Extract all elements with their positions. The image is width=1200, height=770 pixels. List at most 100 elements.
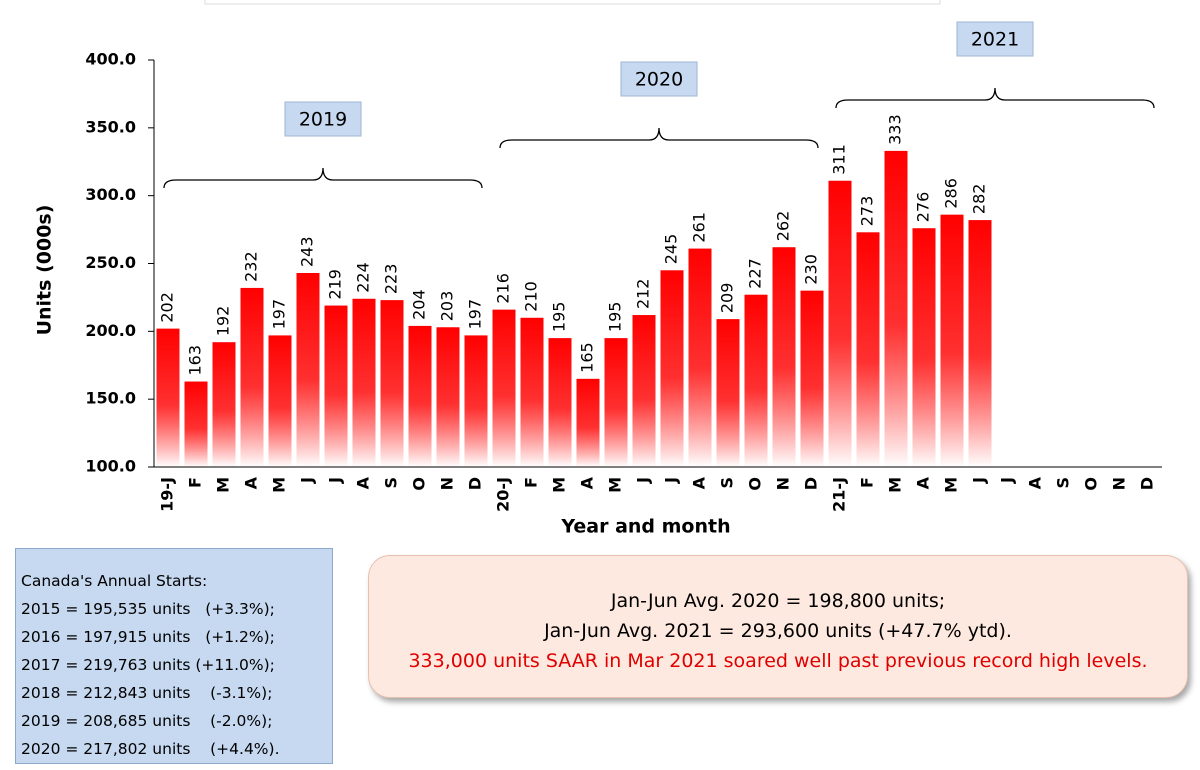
value-label: 311: [830, 144, 849, 175]
x-tick-label: M: [886, 477, 905, 493]
box-line: 2015 = 195,535 units (+3.3%);: [21, 600, 275, 618]
bar: [884, 150, 908, 467]
bar: [744, 294, 768, 467]
value-label: 243: [298, 236, 317, 267]
x-tick-label: M: [942, 477, 961, 493]
x-tick-label: M: [214, 477, 233, 493]
bar: [800, 290, 824, 467]
value-label: 210: [522, 281, 541, 312]
bar: [520, 317, 544, 467]
brace: [835, 87, 1155, 109]
bar: [352, 298, 376, 467]
group-label-box: [956, 21, 1034, 57]
x-tick-label: N: [774, 477, 793, 490]
x-tick-label: M: [606, 477, 625, 493]
x-tick-label: D: [802, 477, 821, 490]
x-tick-label: O: [410, 477, 429, 491]
box-line: 2017 = 219,763 units (+11.0%);: [21, 656, 275, 674]
x-tick-label: O: [1082, 477, 1101, 491]
x-tick-label: O: [746, 477, 765, 491]
value-label: 209: [718, 283, 737, 314]
value-label: 204: [410, 289, 429, 320]
value-label: 223: [382, 264, 401, 295]
chart: Units (000s) Year and month 100.0 150.0 20…: [34, 0, 1162, 538]
box-line: 2016 = 197,915 units (+1.2%);: [21, 628, 275, 646]
box-line: 2018 = 212,843 units (-3.1%);: [21, 684, 273, 702]
value-label: 262: [774, 211, 793, 242]
value-label: 216: [494, 273, 513, 304]
x-tick-label: A: [242, 476, 261, 489]
value-label: 245: [662, 234, 681, 265]
x-tick-label: S: [718, 477, 737, 489]
value-label: 202: [158, 292, 177, 323]
x-tick-label: D: [1138, 477, 1157, 490]
y-tick-label: 400.0: [85, 50, 136, 69]
value-label: 273: [858, 196, 877, 227]
x-tick-label: A: [690, 476, 709, 489]
x-tick-label: A: [1026, 476, 1045, 489]
bar: [408, 325, 432, 467]
x-tick-label: J: [326, 477, 345, 484]
value-label: 163: [186, 345, 205, 376]
box-line: Jan-Jun Avg. 2021 = 293,600 units (+47.7…: [544, 620, 1012, 642]
x-tick-label: M: [270, 477, 289, 493]
bar: [324, 305, 348, 467]
box-line: 2020 = 217,802 units (+4.4%).: [21, 740, 280, 758]
y-tick-label: 300.0: [85, 185, 136, 204]
x-tick-label: J: [662, 477, 681, 484]
x-tick-label: S: [1054, 477, 1073, 489]
box-line: 333,000 units SAAR in Mar 2021 soared we…: [408, 650, 1148, 672]
x-tick-label: A: [578, 476, 597, 489]
top-panel: [204, 0, 941, 5]
x-tick-label: D: [466, 477, 485, 490]
value-label: 276: [914, 192, 933, 223]
bar: [828, 180, 852, 467]
y-tick-label: 350.0: [85, 117, 136, 136]
y-tick-label: 250.0: [85, 253, 136, 272]
y-tick-label: 200.0: [85, 321, 136, 340]
value-label: 261: [690, 212, 709, 243]
x-tick-label: N: [1110, 477, 1129, 490]
bar: [548, 338, 572, 467]
x-tick-label: F: [858, 477, 877, 488]
annual-starts-box: Canada's Annual Starts: 2015 = 195,535 u…: [15, 548, 333, 764]
value-label: 219: [326, 269, 345, 300]
brace: [499, 127, 819, 149]
bar: [604, 338, 628, 467]
value-label: 230: [802, 254, 821, 285]
value-label: 227: [746, 258, 765, 289]
group-label-box: [620, 61, 698, 97]
x-tick-label: A: [914, 476, 933, 489]
bar: [716, 319, 740, 467]
value-label: 212: [634, 279, 653, 310]
x-tick-label: F: [186, 477, 205, 488]
x-tick-label: J: [298, 477, 317, 484]
summary-box: Jan-Jun Avg. 2020 = 198,800 units; Jan-J…: [368, 555, 1188, 698]
x-tick-label: J: [634, 477, 653, 484]
bar: [492, 309, 516, 467]
x-tick-label: 21-J: [830, 477, 849, 512]
x-tick-label: 20-J: [494, 477, 513, 512]
bar: [856, 232, 880, 467]
x-tick-label: J: [970, 477, 989, 484]
y-axis-label: Units (000s): [34, 205, 56, 336]
bar: [184, 381, 208, 467]
y-tick-label: 150.0: [85, 389, 136, 408]
group-label: 2020: [635, 69, 683, 91]
value-label: 195: [606, 302, 625, 333]
bar: [940, 214, 964, 467]
group-label: 2021: [971, 29, 1019, 51]
bar: [268, 335, 292, 467]
x-tick-label: S: [382, 477, 401, 489]
value-label: 165: [578, 342, 597, 373]
box-line: Jan-Jun Avg. 2020 = 198,800 units;: [610, 590, 946, 612]
value-label: 197: [270, 299, 289, 330]
bar: [296, 272, 320, 467]
x-tick-label: A: [354, 476, 373, 489]
value-label: 197: [466, 299, 485, 330]
bar: [212, 342, 236, 467]
bar: [912, 228, 936, 467]
x-tick-label: J: [998, 477, 1017, 484]
group-label: 2019: [299, 109, 347, 131]
bar: [632, 315, 656, 467]
